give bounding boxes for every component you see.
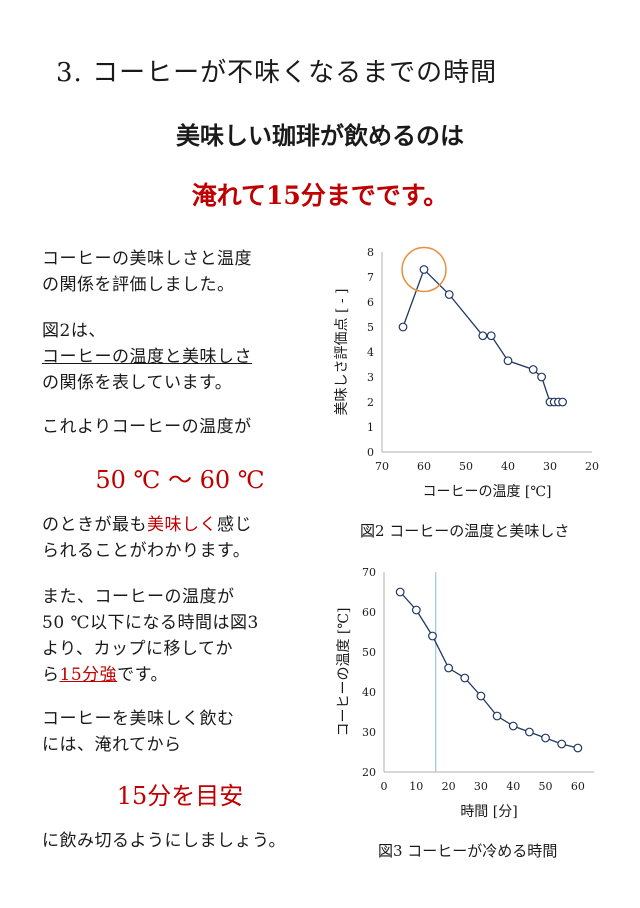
highlight-text: 美味しく xyxy=(147,515,217,535)
x-tick-label: 20 xyxy=(442,780,456,793)
data-point xyxy=(557,739,567,749)
y-tick-label: 7 xyxy=(367,271,374,284)
text-line: 50 ℃以下になる時間は図3 xyxy=(42,613,259,633)
closing-text: に飲み切るようにしましょう。 xyxy=(42,831,286,851)
x-tick-label: 20 xyxy=(585,460,599,473)
y-tick-label: 4 xyxy=(367,346,374,359)
data-point xyxy=(428,631,437,641)
highlight-circle xyxy=(401,246,447,293)
data-point xyxy=(558,397,568,407)
text-line: コーヒーの美味しさと温度 xyxy=(42,249,252,269)
text-line: の関係を表しています。 xyxy=(42,373,233,393)
text-span: ら xyxy=(42,665,60,685)
data-point xyxy=(444,663,454,673)
paragraph-temperature: これよりコーヒーの温度が xyxy=(42,417,252,437)
x-tick-label: 50 xyxy=(459,460,473,473)
figure2-caption: 図2 コーヒーの温度と美味しさ xyxy=(360,522,570,540)
headline: 淹れて15分までです。 xyxy=(191,181,449,210)
y-tick-label: 50 xyxy=(362,646,376,659)
paragraph-best-taste: のときが最も美味しく感じ られることがわかります。 xyxy=(42,512,310,564)
paragraph-figure2: 図2は、 コーヒーの温度と美味しさ の関係を表しています。 xyxy=(42,318,310,396)
page-title: 3. コーヒーが不味くなるまでの時間 xyxy=(56,58,498,88)
highlight-text: 15分強 xyxy=(59,665,118,685)
text-line: より、カップに移してか xyxy=(42,639,233,659)
data-point xyxy=(573,743,583,753)
data-point xyxy=(476,691,486,701)
x-tick-label: 70 xyxy=(375,460,389,473)
data-point xyxy=(486,331,496,341)
data-point xyxy=(503,356,513,366)
paragraph-advice: コーヒーを美味しく飲む には、淹れてから xyxy=(42,706,310,758)
y-tick-label: 70 xyxy=(362,566,376,579)
x-axis-label: 時間 [分] xyxy=(460,804,517,820)
figure3-caption: 図3 コーヒーが冷める時間 xyxy=(378,842,558,860)
y-tick-label: 30 xyxy=(362,726,376,739)
x-tick-label: 50 xyxy=(539,780,553,793)
data-point xyxy=(528,365,538,374)
chart-taste-vs-temperature: 0 1 2 3 4 5 6 7 8 70 60 50 40 30 20 コーヒーの温度 [℃] 美味しさ評価点 … xyxy=(334,246,599,500)
paragraph-cooling: また、コーヒーの温度が 50 ℃以下になる時間は図3 より、カップに移してか ら… xyxy=(42,584,310,688)
target-time: 15分を目安 xyxy=(116,782,244,810)
x-tick-label: 10 xyxy=(409,780,423,793)
chart-cooling-over-time: 20 30 40 50 60 70 0 10 20 30 40 50 60 時間 [分] コーヒーの温度 [… xyxy=(336,566,594,820)
x-tick-label: 40 xyxy=(501,460,515,473)
underlined-text: コーヒーの温度と美味しさ xyxy=(42,347,252,367)
data-point xyxy=(537,372,547,382)
data-point xyxy=(541,733,550,743)
data-point xyxy=(411,605,421,615)
series-line xyxy=(399,591,578,749)
text-line: のときが最も美味しく感じ xyxy=(42,512,310,538)
lead-text: 美味しい珈琲が飲めるのは xyxy=(176,121,464,150)
x-axis-label: コーヒーの温度 [℃] xyxy=(422,484,551,500)
text-line: には、淹れてから xyxy=(42,735,182,755)
text-line: ら15分強です。 xyxy=(42,662,310,688)
y-tick-label: 20 xyxy=(362,766,376,779)
x-tick-label: 30 xyxy=(474,780,488,793)
data-point xyxy=(524,727,534,737)
text-span: 感じ xyxy=(217,515,252,535)
data-point xyxy=(395,587,405,597)
x-tick-label: 0 xyxy=(381,780,388,793)
y-tick-label: 8 xyxy=(367,246,374,259)
y-axis-label: コーヒーの温度 [℃] xyxy=(336,607,352,736)
paragraph-intro: コーヒーの美味しさと温度 の関係を評価しました。 xyxy=(42,246,310,298)
data-point xyxy=(444,290,454,299)
y-tick-label: 2 xyxy=(367,396,374,409)
data-point xyxy=(398,322,408,332)
text-line: の関係を評価しました。 xyxy=(42,275,235,295)
text-span: のときが最も xyxy=(42,515,147,535)
y-tick-label: 40 xyxy=(362,686,376,699)
x-tick-label: 40 xyxy=(506,780,520,793)
x-tick-label: 60 xyxy=(571,780,585,793)
data-point xyxy=(460,673,470,683)
y-tick-label: 1 xyxy=(367,421,374,434)
text-span: です。 xyxy=(117,665,168,685)
data-point xyxy=(419,265,429,274)
text-line: 図2は、 xyxy=(42,321,106,341)
data-point xyxy=(478,331,488,341)
x-tick-label: 30 xyxy=(543,460,557,473)
y-tick-label: 60 xyxy=(362,606,376,619)
data-point xyxy=(508,721,518,731)
x-tick-label: 60 xyxy=(417,460,431,473)
text-line: コーヒーを美味しく飲む xyxy=(42,709,235,729)
data-point xyxy=(492,711,502,721)
y-tick-label: 0 xyxy=(367,446,374,459)
text-line: られることがわかります。 xyxy=(42,541,251,561)
y-tick-label: 5 xyxy=(367,321,374,334)
text-line: また、コーヒーの温度が xyxy=(42,587,235,607)
temperature-range: 50 ℃ ～ 60 ℃ xyxy=(95,466,265,494)
y-axis-label: 美味しさ評価点 [ - ] xyxy=(334,288,350,415)
y-tick-label: 6 xyxy=(367,296,374,309)
y-tick-label: 3 xyxy=(367,371,374,384)
